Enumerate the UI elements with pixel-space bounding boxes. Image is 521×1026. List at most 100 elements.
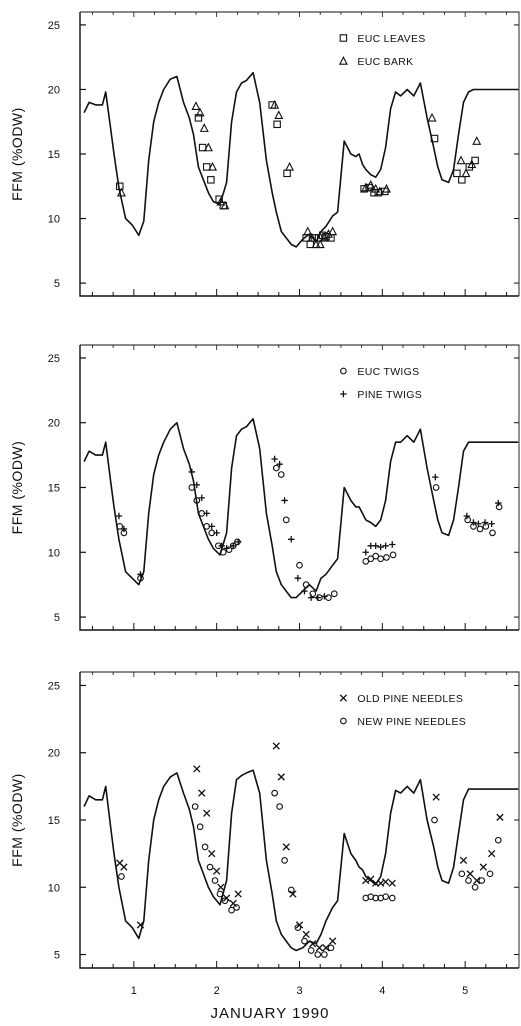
data-point [193,765,201,773]
data-point [302,930,310,939]
data-point [362,557,370,565]
data-point [388,879,396,887]
data-point [470,519,477,526]
x-tick-label: 3 [296,985,302,997]
y-tick-label: 5 [54,278,60,290]
plot-axes [79,12,519,297]
x-tick-label: 2 [214,985,220,997]
model-line [83,769,519,952]
x-tick-label: 5 [462,985,468,997]
model-line [83,71,519,248]
data-point [488,520,495,527]
data-point [360,185,368,193]
data-point [220,200,230,210]
legend-marker [340,390,347,398]
data-point [213,867,221,875]
y-tick-label: 15 [48,815,60,827]
chart-panel-2: 5 10 15 20 25 FFM (%ODW) EUC TWIGS PINE TWIGS [9,344,520,631]
data-point [201,843,209,851]
data-point [301,587,308,595]
y-tick-label: 20 [48,418,60,430]
data-point [287,886,295,894]
data-point [327,944,335,952]
y-tick-label: 25 [48,20,60,32]
series-pine-twigs [115,455,502,601]
plot-axes [79,345,519,631]
data-point [116,523,124,530]
y-tick-label: 20 [48,748,60,760]
legend-label: EUC TWIGS [357,366,419,378]
data-point [372,894,380,902]
data-point [216,196,226,206]
data-point [314,594,321,601]
data-point [456,155,466,165]
data-point [195,107,205,117]
data-point [367,555,375,563]
y-axis-label: FFM (%ODW) [9,773,25,867]
x-axis-label: JANUARY 1990 [210,1005,329,1022]
data-point [276,460,283,468]
data-point [495,499,502,507]
data-point [389,551,397,559]
series-euc-bark [116,99,482,249]
data-point [371,183,381,193]
data-point [382,893,389,901]
data-point [208,161,218,171]
y-tick-label: 10 [48,547,60,559]
data-point [221,897,229,905]
data-point [307,232,317,242]
data-point [432,473,439,481]
x-tick-label: 4 [379,985,385,997]
data-point [283,169,291,178]
data-point [367,875,375,883]
data-point [272,742,280,750]
y-tick-label: 15 [48,149,60,161]
data-point [383,554,390,561]
y-tick-label: 5 [54,950,60,962]
data-point [482,523,490,530]
data-point [309,940,317,948]
series-euc-leaves [116,101,479,249]
data-point [432,793,440,801]
data-point [115,512,123,520]
legend-entry: EUC TWIGS [340,366,419,378]
legend-marker [338,55,348,65]
data-point [430,134,439,143]
data-point [218,542,225,549]
data-point [458,870,466,878]
data-point [322,944,330,952]
data-point [472,136,482,145]
data-point [270,99,280,109]
y-tick-label: 5 [54,612,60,624]
data-point [464,516,471,524]
data-point [473,876,481,885]
data-point [137,571,144,578]
data-point [191,803,199,810]
legend-marker [340,367,347,375]
data-point [494,836,502,844]
series-new-pine-needles [118,789,502,958]
data-point [328,226,338,236]
data-point [202,163,211,171]
data-point [229,899,237,908]
data-point [461,168,471,178]
data-point [320,951,328,958]
data-point [230,542,237,549]
data-point [495,503,503,511]
data-point [188,484,196,491]
data-point [271,789,279,797]
data-point [217,883,225,891]
data-point [120,863,128,871]
data-point [328,937,337,945]
chart-panel-1: 5 10 15 20 25 FFM (%ODW) EUC LEAVES EUC BARK [9,11,520,297]
data-point [234,890,242,898]
data-point [476,525,484,533]
data-point [321,593,328,600]
data-point [271,455,278,463]
legend-label: EUC BARK [357,56,413,68]
data-point [213,529,220,537]
data-point [208,849,216,858]
data-point [372,552,380,560]
data-point [307,594,315,601]
